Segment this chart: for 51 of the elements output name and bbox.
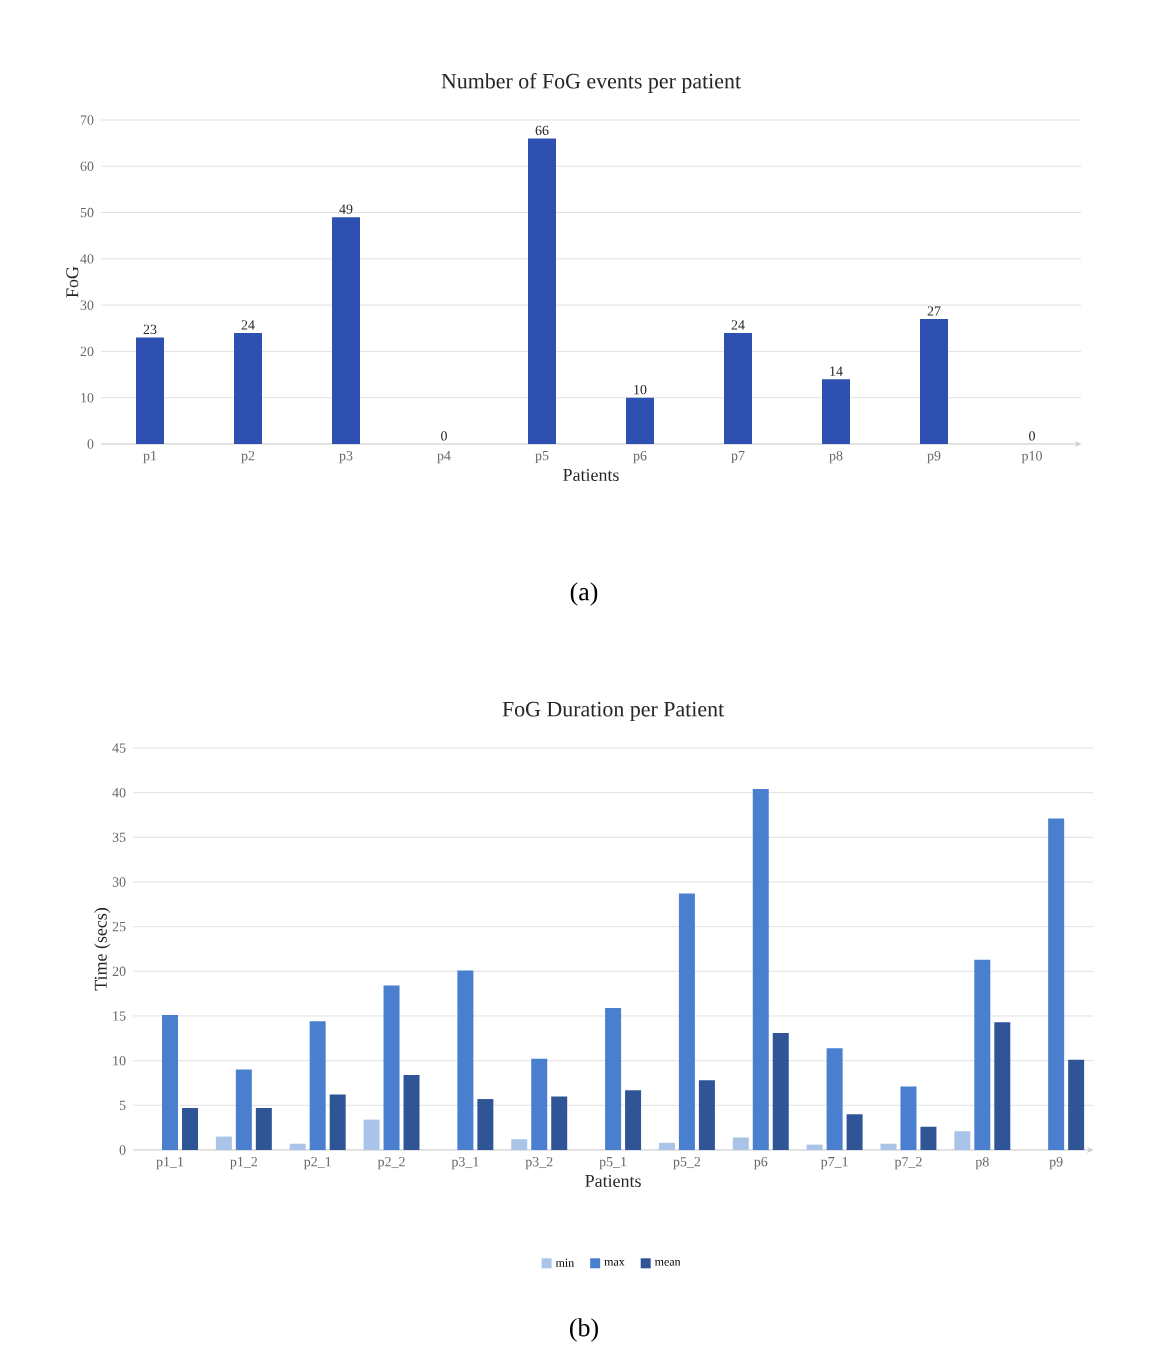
bar (403, 1074, 420, 1150)
bar (1068, 1059, 1085, 1150)
bar (181, 1108, 198, 1150)
bar (732, 1137, 749, 1150)
bar (625, 1090, 642, 1150)
x-axis-title: Patients (563, 468, 619, 482)
bar (457, 970, 474, 1150)
bar (531, 1058, 548, 1150)
bar (678, 893, 695, 1150)
bar (954, 1131, 971, 1150)
bar (724, 332, 752, 444)
bar (880, 1143, 897, 1150)
bar (363, 1119, 380, 1150)
bar (752, 789, 769, 1150)
text: (a) (570, 582, 598, 606)
y-axis-title: FoG (66, 266, 79, 298)
bar (329, 1094, 346, 1150)
bar (920, 1126, 937, 1150)
bar (234, 332, 262, 444)
bar (235, 1069, 252, 1150)
bar (477, 1099, 494, 1150)
bar (162, 1015, 178, 1150)
bar (920, 319, 948, 444)
bar (255, 1108, 272, 1150)
bar (511, 1139, 528, 1150)
bar (383, 985, 400, 1150)
chart-title: Number of FoG events per patient (441, 72, 741, 93)
bar (332, 217, 360, 444)
bar (826, 1048, 843, 1150)
bar (822, 379, 850, 444)
bar (974, 959, 991, 1150)
bar (136, 337, 164, 444)
bar (605, 1007, 622, 1150)
bar (626, 397, 654, 444)
text: (b) (570, 1318, 598, 1342)
bar (806, 1144, 823, 1150)
bar (289, 1143, 306, 1150)
bar (994, 1022, 1011, 1150)
bar (846, 1114, 863, 1150)
bar (900, 1086, 917, 1150)
bar (772, 1032, 789, 1150)
x-axis-title: Patients (585, 1174, 641, 1188)
bar (551, 1096, 568, 1150)
bar (215, 1136, 232, 1150)
bar (528, 138, 556, 444)
y-axis-title: Time (secs) (94, 908, 111, 991)
bar (698, 1080, 715, 1150)
bar (658, 1142, 675, 1150)
bar (1048, 818, 1065, 1150)
bar (309, 1021, 326, 1150)
chart-title: FoG Duration per Patient (502, 701, 725, 721)
